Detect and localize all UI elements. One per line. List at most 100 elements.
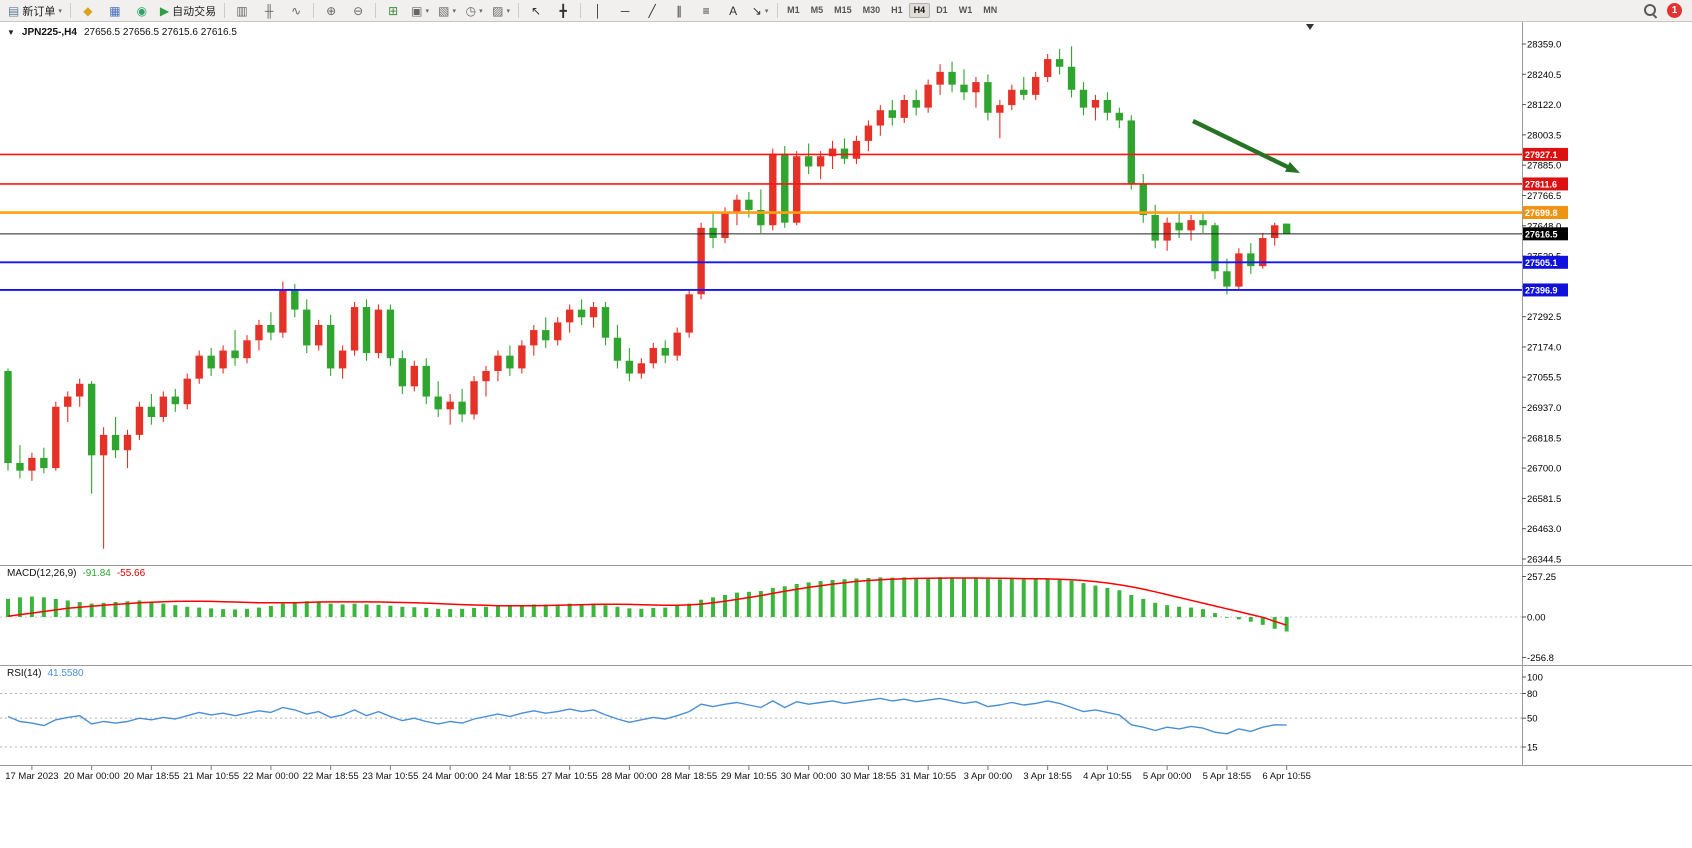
fibonacci-icon: ≡ [702, 3, 710, 18]
candle [195, 350, 203, 384]
bar-chart-icon[interactable]: ▥ [229, 1, 255, 21]
macd-bar [209, 608, 214, 617]
crosshair-icon[interactable]: ╋ [550, 1, 576, 21]
timeframe-h4[interactable]: H4 [908, 3, 931, 18]
macd-bar [591, 603, 596, 617]
candle-body [577, 309, 586, 318]
market-watch-icon[interactable]: ◆ [75, 1, 101, 21]
candle-body [267, 324, 275, 333]
macd-bar [460, 608, 465, 617]
timeframe-m30[interactable]: M30 [862, 5, 881, 15]
text-icon[interactable]: A [720, 1, 746, 21]
chart-shift-marker-icon[interactable] [1306, 24, 1314, 30]
macd-bar [484, 606, 488, 617]
zoom-out-icon[interactable]: ⊖ [345, 1, 371, 21]
price-tick-label: 28359.0 [1527, 40, 1561, 51]
candle-body [195, 355, 203, 379]
horizontal-line-icon[interactable]: ─ [612, 1, 638, 21]
tile-windows-icon[interactable]: ⊞ [380, 1, 406, 21]
macd-bar [41, 597, 46, 617]
timeframe-d1[interactable]: D1 [936, 5, 948, 15]
chevron-down-icon: ▾ [425, 7, 430, 15]
vertical-line-icon[interactable]: │ [585, 1, 611, 21]
candle-body [1259, 238, 1267, 267]
candle-body [1151, 215, 1159, 241]
autotrading-button[interactable]: ▶ 自动交易 [156, 1, 220, 21]
candle [458, 388, 466, 423]
macd-bar [495, 605, 500, 617]
collapse-triangle-icon[interactable]: ▼ [7, 27, 15, 37]
bar-chart-icon: ▥ [236, 3, 248, 18]
cursor-icon[interactable]: ↖ [523, 1, 549, 21]
equidistant-channel-icon[interactable]: ∥ [666, 1, 692, 21]
candle-body [816, 156, 825, 167]
hline-price-badge-label: 27699.8 [1525, 208, 1558, 218]
macd-bar [292, 602, 297, 617]
macd-bar [364, 604, 369, 617]
candle-body [1020, 89, 1028, 95]
candle-body [960, 84, 968, 93]
macd-bar [436, 608, 441, 617]
candle [16, 445, 24, 479]
zoom-in-icon[interactable]: ⊕ [318, 1, 344, 21]
chevron-down-icon: ▾ [506, 7, 511, 15]
periods-icon[interactable]: ◷ ▾ [461, 1, 487, 21]
timeframe-m1[interactable]: M1 [787, 5, 800, 15]
candle [661, 340, 669, 364]
timeframe-mn[interactable]: MN [983, 5, 998, 15]
data-window-icon[interactable]: ▦ [102, 1, 128, 21]
macd-bar [950, 577, 955, 617]
timeframe-h1[interactable]: H1 [891, 5, 903, 15]
new-chart-icon[interactable]: ▣ ▾ [407, 1, 433, 21]
time-label: 28 Mar 00:00 [601, 771, 657, 782]
macd-bar [926, 577, 931, 617]
arrows-icon: ↘ [751, 3, 762, 18]
timeframe-m15[interactable]: M15 [834, 5, 852, 15]
candle-body [1139, 184, 1147, 216]
candle [147, 393, 156, 425]
time-label: 20 Mar 00:00 [64, 771, 120, 782]
time-label: 28 Mar 18:55 [661, 771, 717, 782]
candle-body [231, 350, 239, 359]
notification-badge[interactable]: 1 [1667, 3, 1682, 18]
candle [1103, 92, 1112, 121]
trend-arrow[interactable] [1192, 119, 1293, 172]
macd-bar [1081, 583, 1086, 617]
candlestick-chart-icon[interactable]: ╫ [256, 1, 282, 21]
navigator-icon[interactable]: ◉ [129, 1, 155, 21]
macd-bar [161, 603, 166, 617]
macd-bar [1045, 578, 1050, 617]
candle [410, 360, 418, 392]
macd-bar [472, 607, 477, 617]
profiles-icon[interactable]: ▧ ▾ [434, 1, 460, 21]
candle [613, 324, 622, 369]
candle [506, 345, 514, 377]
new-order-button[interactable]: ▤ 新订单 ▾ [4, 1, 66, 21]
candle-body [111, 434, 120, 451]
candle [876, 105, 885, 136]
candle [362, 299, 371, 361]
templates-icon[interactable]: ▨ ▾ [488, 1, 514, 21]
arrows-icon[interactable]: ↘ ▾ [747, 1, 773, 21]
trendline-icon[interactable]: ╱ [639, 1, 665, 21]
timeframe-w1[interactable]: W1 [958, 5, 973, 15]
candle-body [1235, 253, 1243, 287]
candle [1223, 258, 1231, 295]
macd-bar [962, 578, 966, 617]
candle-body [1187, 220, 1195, 231]
candle [1055, 48, 1064, 75]
candle [267, 312, 275, 341]
cursor-icon: ↖ [531, 3, 542, 18]
time-label: 5 Apr 18:55 [1203, 771, 1252, 782]
macd-value-main: -91.84 [82, 568, 111, 579]
macd-bar [1272, 617, 1277, 629]
candle-body [1199, 220, 1207, 226]
macd-bar [173, 605, 178, 617]
candle-body [1271, 225, 1279, 239]
search-icon[interactable] [1643, 3, 1658, 19]
line-chart-icon[interactable]: ∿ [283, 1, 309, 21]
fibonacci-icon[interactable]: ≡ [693, 1, 719, 21]
candle-body [745, 199, 753, 210]
timeframe-m5[interactable]: M5 [810, 5, 824, 15]
